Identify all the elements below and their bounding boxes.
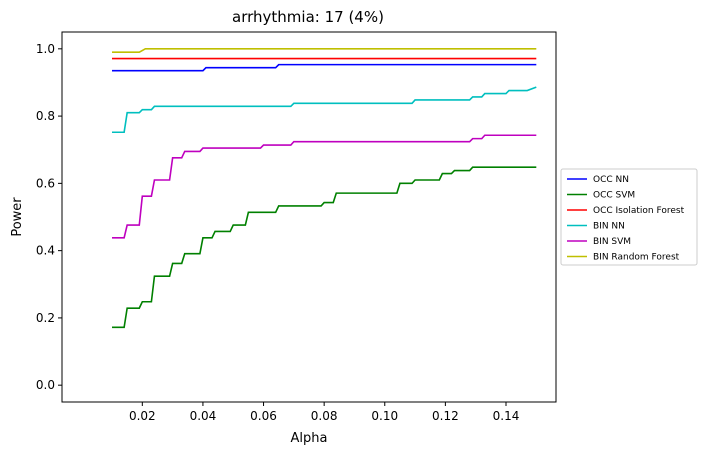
series-line-4 (112, 86, 537, 134)
x-tick-label: 0.06 (250, 409, 277, 423)
x-axis-ticks: 0.02 0.04 0.06 0.08 0.10 0.12 0.14 (129, 402, 519, 423)
x-tick-label: 0.04 (190, 409, 217, 423)
y-axis-ticks: 0.0 0.2 0.4 0.6 0.8 1.0 (36, 42, 62, 392)
legend: OCC NN OCC SVM OCC Isolation Forest BIN NN B… (560, 168, 698, 266)
y-tick-label: 0.4 (36, 244, 55, 258)
x-tick-label: 0.14 (493, 409, 520, 423)
y-tick-label: 0.8 (36, 109, 55, 123)
y-tick-label: 0.2 (36, 311, 55, 325)
series-line-2 (112, 166, 537, 329)
x-tick-label: 0.10 (371, 409, 398, 423)
x-tick-label: 0.08 (311, 409, 338, 423)
legend-label-4: BIN NN (593, 222, 625, 232)
legend-label-1: OCC NN (593, 175, 629, 185)
plot-frame (61, 31, 557, 403)
chart-title: arrhythmia: 17 (4%) (232, 8, 384, 26)
series-line-5 (112, 134, 537, 239)
x-axis-label: Alpha (291, 431, 328, 446)
series-line-1 (112, 63, 537, 72)
legend-label-3: OCC Isolation Forest (593, 206, 685, 216)
x-tick-label: 0.02 (129, 409, 156, 423)
legend-label-2: OCC SVM (593, 191, 635, 201)
y-tick-label: 0.6 (36, 176, 55, 190)
legend-label-5: BIN SVM (593, 237, 631, 247)
series-line-6 (112, 48, 537, 53)
series-layer (112, 48, 537, 329)
y-tick-label: 0.0 (36, 378, 55, 392)
y-axis-label: Power (10, 197, 25, 237)
x-tick-label: 0.12 (432, 409, 459, 423)
legend-box (560, 168, 698, 266)
y-tick-label: 1.0 (36, 42, 55, 56)
legend-label-6: BIN Random Forest (593, 253, 680, 263)
